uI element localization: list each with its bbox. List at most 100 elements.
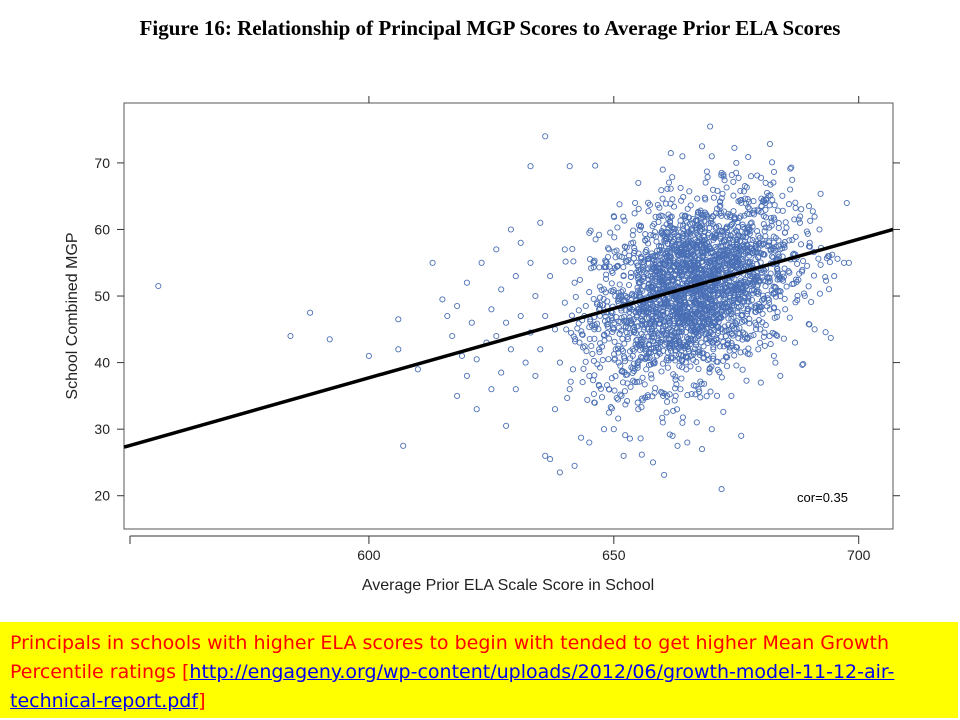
scatter-point <box>669 432 676 439</box>
scatter-point <box>664 398 671 405</box>
scatter-point <box>683 353 690 360</box>
scatter-point <box>775 220 782 227</box>
scatter-point <box>568 329 575 336</box>
scatter-point <box>664 392 671 399</box>
scatter-point <box>588 342 595 350</box>
scatter-point <box>750 281 757 288</box>
scatter-point <box>563 326 570 333</box>
scatter-point <box>652 385 659 392</box>
scatter-point <box>726 244 733 251</box>
scatter-point <box>587 318 594 325</box>
scatter-point <box>714 187 721 194</box>
scatter-point <box>713 335 720 342</box>
scatter-point <box>781 295 788 302</box>
scatter-point <box>628 364 635 371</box>
scatter-point <box>674 305 681 312</box>
scatter-point <box>727 222 735 229</box>
scatter-point <box>663 298 670 305</box>
scatter-point <box>556 359 563 366</box>
scatter-point <box>687 202 694 209</box>
caption-box: Principals in schools with higher ELA sc… <box>0 622 958 718</box>
scatter-point <box>750 198 757 205</box>
y-tick-label: 30 <box>94 421 110 437</box>
scatter-point <box>760 221 767 228</box>
scatter-point <box>718 314 725 321</box>
scatter-point <box>597 340 604 347</box>
scatter-point <box>677 222 684 229</box>
scatter-point <box>575 307 582 314</box>
scatter-point <box>746 205 753 212</box>
scatter-point <box>747 173 755 180</box>
scatter-point <box>566 386 573 393</box>
scatter-point <box>601 337 608 344</box>
scatter-point <box>653 303 660 311</box>
scatter-point <box>762 206 769 213</box>
scatter-point <box>653 238 660 245</box>
scatter-point <box>562 258 569 265</box>
caption-link[interactable]: http://engageny.org/wp-content/uploads/2… <box>10 661 895 712</box>
scatter-point <box>720 171 727 178</box>
scatter-point <box>637 279 644 286</box>
scatter-point <box>783 224 790 231</box>
scatter-point <box>705 260 713 267</box>
scatter-point <box>731 352 738 359</box>
scatter-point <box>598 394 606 401</box>
scatter-point <box>613 394 620 402</box>
scatter-point <box>628 317 635 324</box>
scatter-point <box>611 214 618 221</box>
scatter-point <box>735 287 742 294</box>
scatter-point <box>551 406 559 413</box>
scatter-point <box>761 342 768 349</box>
scatter-point <box>733 254 740 261</box>
scatter-point <box>473 356 480 363</box>
scatter-point <box>623 329 630 336</box>
scatter-point <box>685 305 692 312</box>
scatter-point <box>595 326 602 333</box>
scatter-point <box>660 308 667 315</box>
scatter-point <box>596 294 604 301</box>
scatter-point <box>669 303 676 310</box>
scatter-point <box>731 144 738 151</box>
scatter-point <box>683 366 690 373</box>
y-tick-label: 50 <box>94 288 110 304</box>
scatter-point <box>693 419 700 426</box>
scatter-point <box>794 292 801 299</box>
scatter-point <box>644 272 651 279</box>
scatter-point <box>655 349 662 356</box>
scatter-point <box>733 228 741 235</box>
scatter-point <box>624 333 631 340</box>
scatter-point <box>603 271 610 278</box>
y-axis-label: School Combined MGP <box>64 232 81 399</box>
scatter-point <box>739 336 746 343</box>
scatter-point <box>607 404 614 411</box>
scatter-point <box>710 353 717 360</box>
scatter-point <box>726 292 733 299</box>
scatter-point <box>770 179 777 186</box>
scatter-point <box>693 300 700 307</box>
scatter-point <box>703 289 710 296</box>
scatter-point <box>765 242 772 249</box>
scatter-point <box>624 397 631 405</box>
scatter-point <box>798 206 805 213</box>
scatter-point <box>628 320 635 327</box>
scatter-point <box>586 335 593 343</box>
scatter-point <box>730 208 737 215</box>
scatter-point <box>739 255 746 262</box>
scatter-point <box>758 195 765 202</box>
scatter-point <box>643 366 650 373</box>
scatter-point <box>809 208 816 215</box>
scatter-point <box>670 228 677 236</box>
scatter-point <box>532 372 539 379</box>
scatter-point <box>723 184 730 191</box>
scatter-point <box>661 471 668 478</box>
scatter-point <box>743 377 750 384</box>
scatter-point <box>730 178 737 185</box>
scatter-point <box>596 301 604 309</box>
scatter-point <box>722 333 729 340</box>
scatter-point <box>615 415 622 422</box>
scatter-point <box>682 329 689 336</box>
scatter-point <box>620 264 627 271</box>
scatter-point <box>522 359 529 366</box>
scatter-point <box>713 358 720 365</box>
scatter-point <box>645 306 652 313</box>
